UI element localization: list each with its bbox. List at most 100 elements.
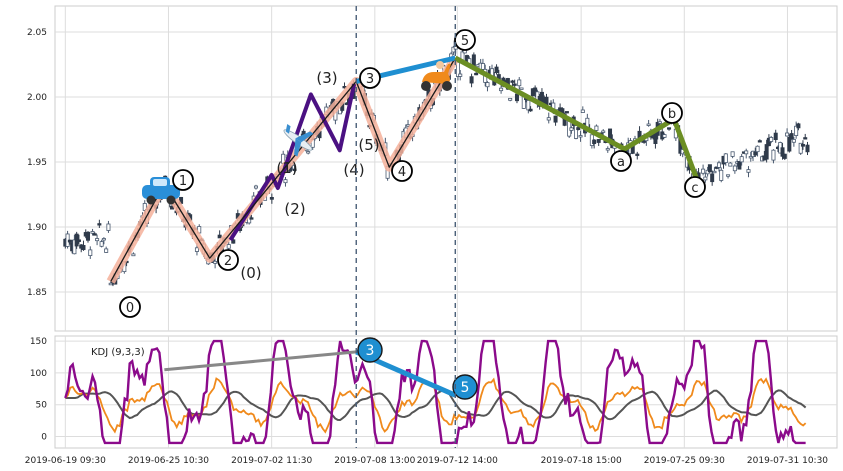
price-tick-label: 1.95 bbox=[27, 158, 47, 168]
car-body bbox=[142, 185, 180, 199]
candle-body bbox=[730, 151, 735, 157]
x-tick-label: 2019-07-02 11:30 bbox=[231, 456, 312, 466]
candle-body bbox=[283, 179, 288, 184]
candle-body bbox=[231, 239, 236, 244]
kdj-divergence: 35 bbox=[164, 337, 478, 400]
main-wave-label: 1 bbox=[179, 174, 187, 189]
sub-wave-label: (0) bbox=[240, 264, 261, 282]
price-tick-label: 1.85 bbox=[27, 288, 47, 298]
candle-body bbox=[707, 164, 712, 173]
candle-body bbox=[72, 239, 77, 255]
candle-body bbox=[108, 282, 113, 286]
kdj-badge-label: 5 bbox=[461, 380, 470, 396]
correction-wave-label: c bbox=[691, 181, 698, 196]
candle-body bbox=[512, 83, 517, 86]
candle-body bbox=[306, 151, 311, 154]
candle-body bbox=[480, 63, 485, 70]
candle-body bbox=[67, 239, 72, 243]
plane-tail bbox=[285, 123, 291, 134]
candle-body bbox=[805, 144, 810, 153]
candle-body bbox=[789, 133, 794, 140]
candle-body bbox=[517, 79, 522, 87]
scooter-wheel bbox=[442, 81, 452, 91]
plane-wing bbox=[295, 131, 314, 143]
x-tick-label: 2019-07-12 14:00 bbox=[417, 456, 498, 466]
candle-body bbox=[226, 244, 231, 249]
candle-body bbox=[99, 241, 104, 247]
candle-body bbox=[755, 145, 760, 153]
candle-body bbox=[249, 217, 254, 220]
candle-body bbox=[605, 148, 610, 151]
candle-body bbox=[292, 168, 297, 171]
candle-body bbox=[794, 125, 799, 136]
main-wave-label: 2 bbox=[224, 254, 232, 269]
rider-head bbox=[436, 61, 444, 69]
main-wave-label-circle bbox=[217, 249, 239, 271]
car-icon bbox=[142, 177, 180, 205]
candle-body bbox=[553, 115, 558, 123]
main-wave-label: 5 bbox=[461, 34, 469, 49]
candle-body bbox=[716, 162, 721, 168]
price-grid bbox=[55, 6, 837, 331]
candle-body bbox=[213, 260, 218, 264]
candle-body bbox=[519, 87, 524, 90]
candle-body bbox=[712, 170, 717, 174]
candle-body bbox=[739, 156, 744, 163]
candle-body bbox=[737, 161, 742, 170]
candle-body bbox=[744, 150, 749, 155]
main-wave-label-circle bbox=[359, 67, 381, 89]
candle-body bbox=[494, 66, 499, 74]
candle-body bbox=[771, 149, 776, 161]
candle-body bbox=[662, 134, 667, 138]
candle-body bbox=[508, 97, 513, 101]
kdj-axis: 0 50 100 150 bbox=[30, 337, 47, 442]
candle-body bbox=[458, 73, 463, 77]
kdj-tick-label: 100 bbox=[30, 369, 47, 379]
candle-body bbox=[580, 109, 585, 113]
sub-wave-label: (5) bbox=[358, 136, 379, 154]
vertical-markers bbox=[355, 6, 456, 448]
candle-body bbox=[701, 168, 706, 174]
candle-body bbox=[253, 185, 258, 189]
candle-body bbox=[578, 135, 583, 138]
x-tick-label: 2019-07-18 15:00 bbox=[541, 456, 622, 466]
plane-wing bbox=[294, 138, 302, 157]
candle-body bbox=[474, 72, 479, 76]
car-wheel bbox=[146, 195, 156, 205]
candle-body bbox=[766, 137, 771, 147]
price-panel-frame bbox=[54, 5, 838, 332]
candle-body bbox=[723, 153, 728, 163]
scooter-icon bbox=[421, 61, 452, 91]
price-tick-label: 1.90 bbox=[27, 223, 47, 233]
candle-body bbox=[757, 140, 762, 143]
candle-body bbox=[803, 137, 808, 140]
time-axis: 2019-06-19 09:30 2019-06-25 10:30 2019-07-… bbox=[25, 456, 829, 466]
candle-body bbox=[596, 139, 601, 143]
candle-body bbox=[800, 143, 805, 147]
main-wave-label-circle bbox=[119, 296, 141, 318]
kdj-badge-circle bbox=[357, 337, 383, 363]
candle-body bbox=[92, 233, 97, 236]
candle-body bbox=[564, 111, 569, 114]
candle-body bbox=[710, 173, 715, 183]
candle-body bbox=[451, 46, 456, 53]
x-tick-label: 2019-07-08 13:00 bbox=[334, 456, 415, 466]
candle-body bbox=[746, 169, 751, 173]
candle-body bbox=[785, 132, 790, 137]
candle-body bbox=[635, 153, 640, 156]
correction-wave-label-circle bbox=[610, 150, 632, 172]
candle-body bbox=[791, 139, 796, 143]
candle-body bbox=[76, 239, 81, 242]
kdj-tick-label: 0 bbox=[41, 433, 47, 443]
candle-body bbox=[780, 147, 785, 157]
sub-wave-label: (1) bbox=[276, 159, 297, 177]
candle-body bbox=[594, 125, 599, 131]
car-window bbox=[153, 179, 167, 186]
sub-wave-label: (2) bbox=[284, 200, 305, 218]
candle-body bbox=[526, 100, 531, 111]
candle-body bbox=[667, 127, 672, 130]
price-tick-label: 2.05 bbox=[27, 28, 47, 38]
candle-body bbox=[703, 176, 708, 181]
